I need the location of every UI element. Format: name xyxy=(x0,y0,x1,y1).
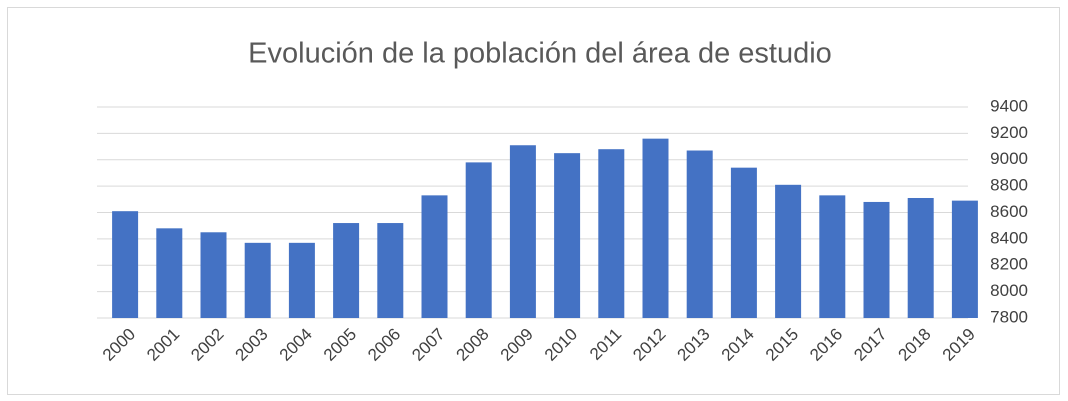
bar xyxy=(200,232,227,318)
y-tick-label: 9400 xyxy=(990,96,1028,115)
bar xyxy=(907,197,934,318)
y-tick-label: 8200 xyxy=(990,255,1028,274)
y-tick-label: 9000 xyxy=(990,149,1028,168)
bar xyxy=(951,200,978,318)
bar xyxy=(730,167,757,318)
y-tick-label: 8000 xyxy=(990,281,1028,300)
y-tick-label: 8600 xyxy=(990,202,1028,221)
y-tick-label: 7800 xyxy=(990,307,1028,326)
bar xyxy=(156,228,183,318)
bar xyxy=(465,162,492,318)
bar xyxy=(642,138,669,318)
y-tick-label: 9200 xyxy=(990,123,1028,142)
bar xyxy=(775,184,802,318)
bar xyxy=(509,145,536,318)
bar xyxy=(554,153,581,318)
y-tick-label: 8400 xyxy=(990,228,1028,247)
bar xyxy=(819,195,846,318)
bar xyxy=(686,150,713,318)
bar xyxy=(598,149,625,318)
bar xyxy=(421,195,448,318)
chart-title: Evolución de la población del área de es… xyxy=(248,38,832,70)
y-tick-label: 8800 xyxy=(990,176,1028,195)
bar xyxy=(863,201,890,318)
bar xyxy=(288,242,315,318)
bar xyxy=(112,211,139,318)
bar xyxy=(333,223,360,318)
bar xyxy=(244,242,271,318)
bar xyxy=(377,223,404,318)
